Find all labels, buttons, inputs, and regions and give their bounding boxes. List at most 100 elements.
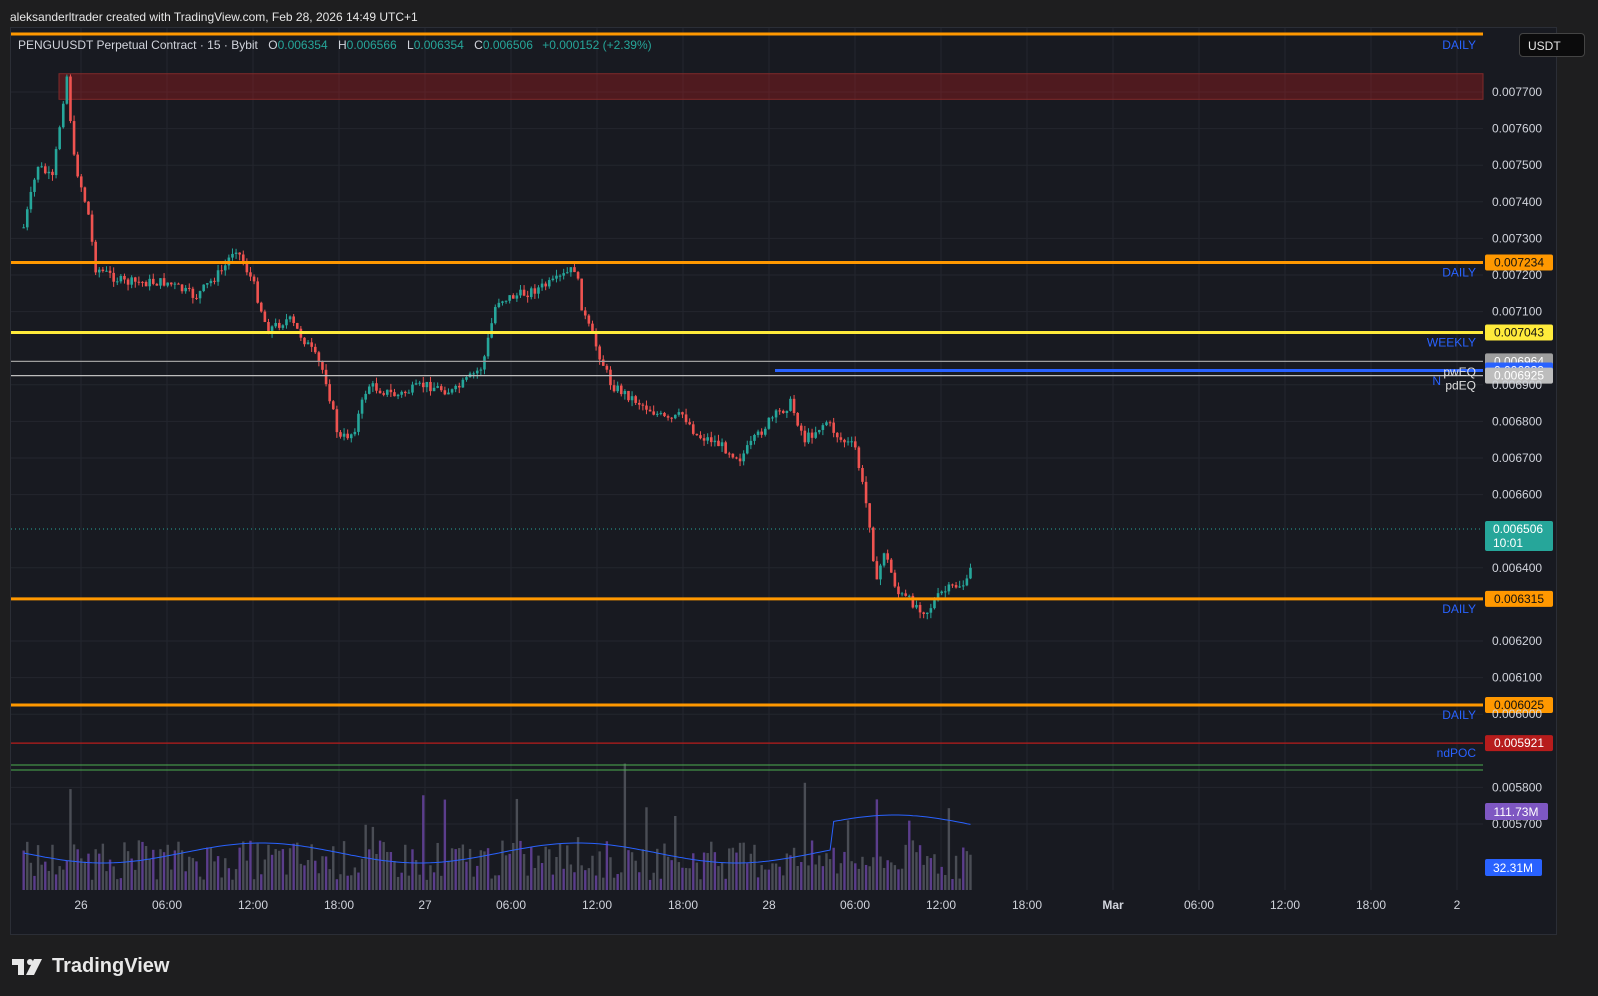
- volume-bar: [958, 878, 961, 890]
- volume-bar: [87, 853, 90, 890]
- candle-body: [573, 267, 576, 273]
- volume-bar: [216, 856, 220, 890]
- candle-body: [886, 553, 889, 560]
- level-price-badge: [1485, 324, 1553, 341]
- volume-bar: [72, 844, 76, 890]
- candle-body: [558, 275, 562, 277]
- volume-bar: [292, 843, 295, 890]
- candle-body: [123, 275, 126, 280]
- symbol-legend: PENGUUSDT Perpetual Contract · 15 · Bybi…: [18, 38, 652, 52]
- x-axis-tick-label: 06:00: [1184, 898, 1214, 912]
- countdown-badge-text: 10:01: [1493, 536, 1523, 550]
- candle-body: [619, 385, 623, 395]
- volume-bar: [220, 877, 223, 890]
- candle-body: [220, 270, 223, 272]
- volume-bar: [861, 856, 864, 890]
- volume-bar: [677, 862, 681, 890]
- candle-body: [457, 385, 461, 388]
- candle-body: [724, 442, 727, 454]
- candle-body: [785, 410, 789, 413]
- supply-zone: [58, 73, 1484, 100]
- volume-bar: [54, 874, 58, 890]
- candle-body: [511, 295, 515, 299]
- candle-body: [216, 270, 220, 282]
- volume-bar: [368, 849, 371, 890]
- volume-bar: [238, 847, 241, 890]
- chart-pane[interactable]: [10, 27, 1557, 935]
- candle-body: [339, 432, 342, 437]
- volume-bar: [544, 846, 547, 890]
- x-axis-tick-label: Mar: [1102, 898, 1124, 912]
- candle-body: [432, 387, 436, 392]
- symbol-title[interactable]: PENGUUSDT Perpetual Contract · 15 · Bybi…: [18, 38, 258, 52]
- level-price-badge-text: 0.006025: [1494, 698, 1544, 712]
- volume-bar: [299, 863, 303, 890]
- candle-body: [288, 316, 292, 320]
- candle-body: [209, 280, 213, 284]
- volume-bar: [332, 846, 335, 890]
- volume-bar: [227, 868, 231, 890]
- volume-bar: [645, 807, 648, 890]
- volume-bar: [274, 849, 277, 890]
- volume-bar: [890, 862, 893, 890]
- x-axis-tick-label: 18:00: [1012, 898, 1042, 912]
- volume-bar: [382, 842, 385, 890]
- candle-body: [803, 430, 807, 443]
- close-label: C: [474, 38, 483, 52]
- candle-body: [544, 283, 547, 287]
- candle-body: [645, 405, 648, 410]
- candle-body: [144, 282, 148, 287]
- volume-bar: [846, 820, 850, 890]
- candle-body: [29, 191, 33, 210]
- candle-body: [727, 453, 731, 455]
- candle-body: [684, 414, 688, 423]
- candle-body: [504, 300, 508, 302]
- volume-bar: [371, 826, 375, 890]
- candle-body: [695, 433, 699, 436]
- x-axis-tick-label: 12:00: [582, 898, 612, 912]
- candle-body: [893, 572, 897, 587]
- volume-bar: [173, 850, 177, 890]
- low-value: 0.006354: [413, 38, 464, 52]
- x-axis-tick-label: 18:00: [668, 898, 698, 912]
- volume-bar: [576, 837, 580, 890]
- volume-bar: [198, 876, 202, 890]
- volume-bar: [400, 872, 403, 890]
- volume-bar: [897, 869, 900, 890]
- volume-bar: [155, 879, 159, 890]
- candle-body: [213, 280, 216, 282]
- volume-bar: [411, 849, 414, 890]
- candle-body: [414, 383, 418, 385]
- candle-body: [519, 289, 522, 296]
- volume-bar: [609, 857, 612, 890]
- y-axis-tick-label: 0.007500: [1492, 158, 1542, 172]
- candle-body: [583, 310, 587, 316]
- candle-body: [533, 288, 537, 294]
- candle-body: [436, 386, 439, 388]
- volume-badge-text: 111.73M: [1494, 805, 1539, 819]
- volume-bar: [310, 844, 313, 890]
- volume-bar: [825, 853, 828, 890]
- candle-body: [745, 445, 749, 454]
- volume-bar: [29, 862, 33, 890]
- currency-button[interactable]: USDT: [1519, 33, 1585, 57]
- volume-bar: [764, 869, 767, 890]
- volume-bar: [170, 869, 173, 890]
- tradingview-logo[interactable]: TradingView: [12, 955, 169, 978]
- volume-bar: [875, 799, 879, 890]
- volume-bar: [634, 860, 637, 890]
- candle-body: [763, 428, 767, 435]
- level-price-badge: [1485, 254, 1553, 271]
- volume-bar: [206, 847, 209, 890]
- volume-bar: [486, 848, 490, 890]
- candle-body: [760, 431, 763, 435]
- volume-bar: [512, 842, 515, 890]
- candle-body: [832, 422, 835, 433]
- candle-body: [43, 166, 47, 174]
- volume-bar: [742, 842, 745, 890]
- volume-bar: [101, 843, 105, 890]
- candle-body: [241, 254, 245, 263]
- volume-bar: [915, 852, 918, 890]
- candle-body: [969, 567, 972, 579]
